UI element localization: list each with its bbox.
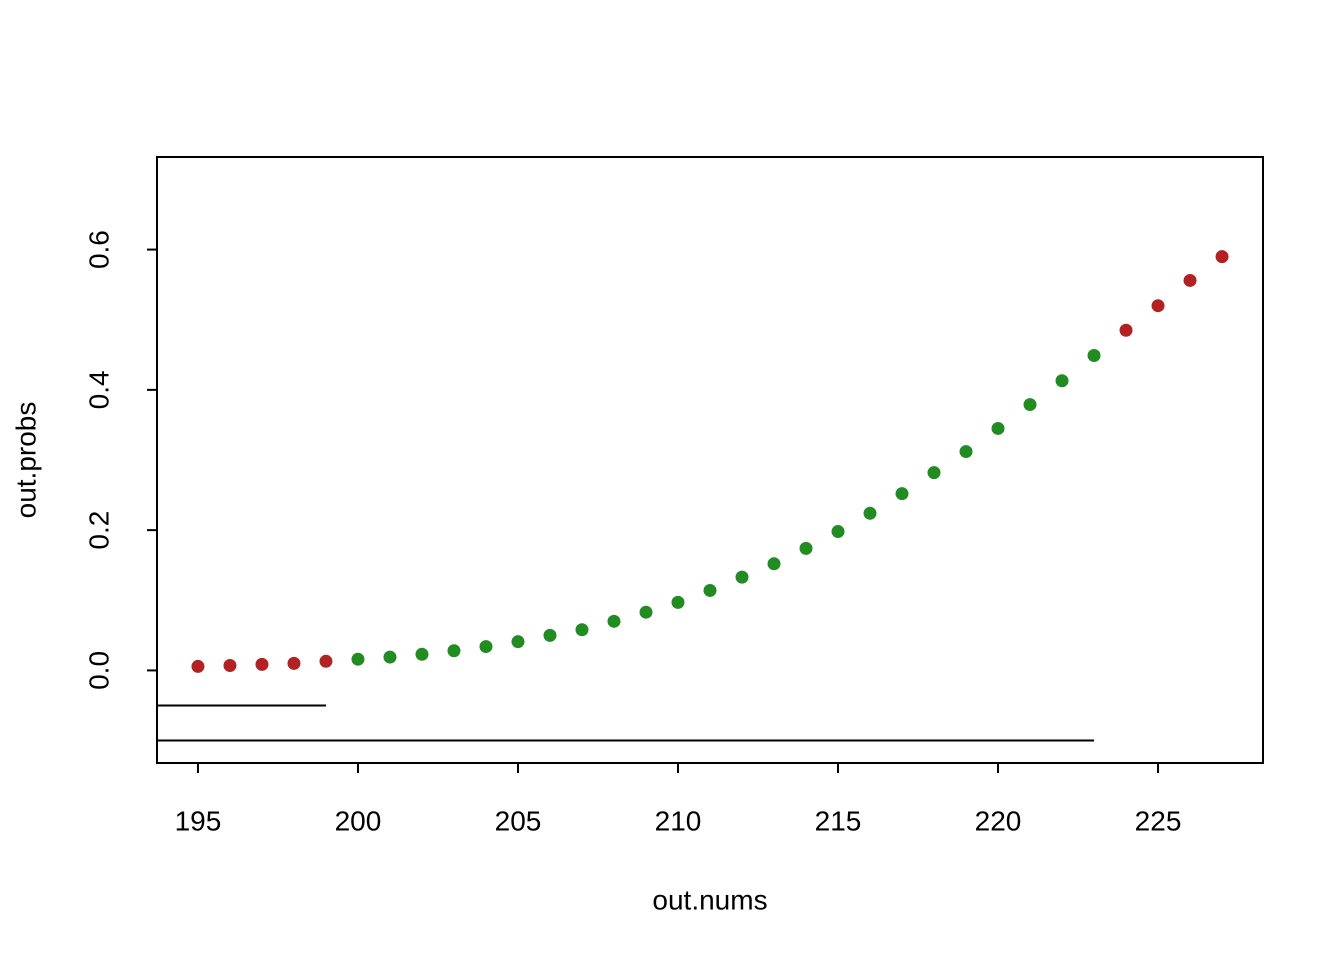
point (927, 466, 941, 480)
y-tick-label: 0.0 (83, 651, 114, 690)
y-axis-title: out.probs (10, 402, 41, 519)
point (319, 654, 333, 668)
point (255, 657, 269, 671)
point (671, 595, 685, 609)
x-tick-label: 215 (815, 805, 862, 836)
x-tick-label: 205 (495, 805, 542, 836)
point (1119, 323, 1133, 337)
point (1087, 348, 1101, 362)
point (383, 650, 397, 664)
point (1151, 299, 1165, 313)
point (799, 541, 813, 555)
point (959, 445, 973, 459)
point (287, 656, 301, 670)
point (511, 635, 525, 649)
point (863, 506, 877, 520)
point (351, 652, 365, 666)
x-tick-label: 195 (175, 805, 222, 836)
point (639, 605, 653, 619)
x-tick-label: 200 (335, 805, 382, 836)
point (991, 421, 1005, 435)
point (447, 644, 461, 658)
point (1183, 273, 1197, 287)
point (223, 659, 237, 673)
point (607, 614, 621, 628)
point (1215, 250, 1229, 264)
point (735, 570, 749, 584)
point (767, 557, 781, 571)
x-tick-label: 220 (975, 805, 1022, 836)
point (831, 525, 845, 539)
plot-box (156, 156, 1264, 764)
point (543, 628, 557, 642)
x-tick-label: 210 (655, 805, 702, 836)
point (575, 623, 589, 637)
y-tick-label: 0.4 (83, 370, 114, 409)
point (479, 640, 493, 654)
x-tick-label: 225 (1135, 805, 1182, 836)
point (1023, 398, 1037, 412)
y-tick-label: 0.6 (83, 230, 114, 269)
point (703, 583, 717, 597)
y-tick-label: 0.2 (83, 511, 114, 550)
point (1055, 374, 1069, 388)
point (191, 659, 205, 673)
x-axis-title: out.nums (652, 884, 767, 915)
point (895, 487, 909, 501)
point (415, 647, 429, 661)
